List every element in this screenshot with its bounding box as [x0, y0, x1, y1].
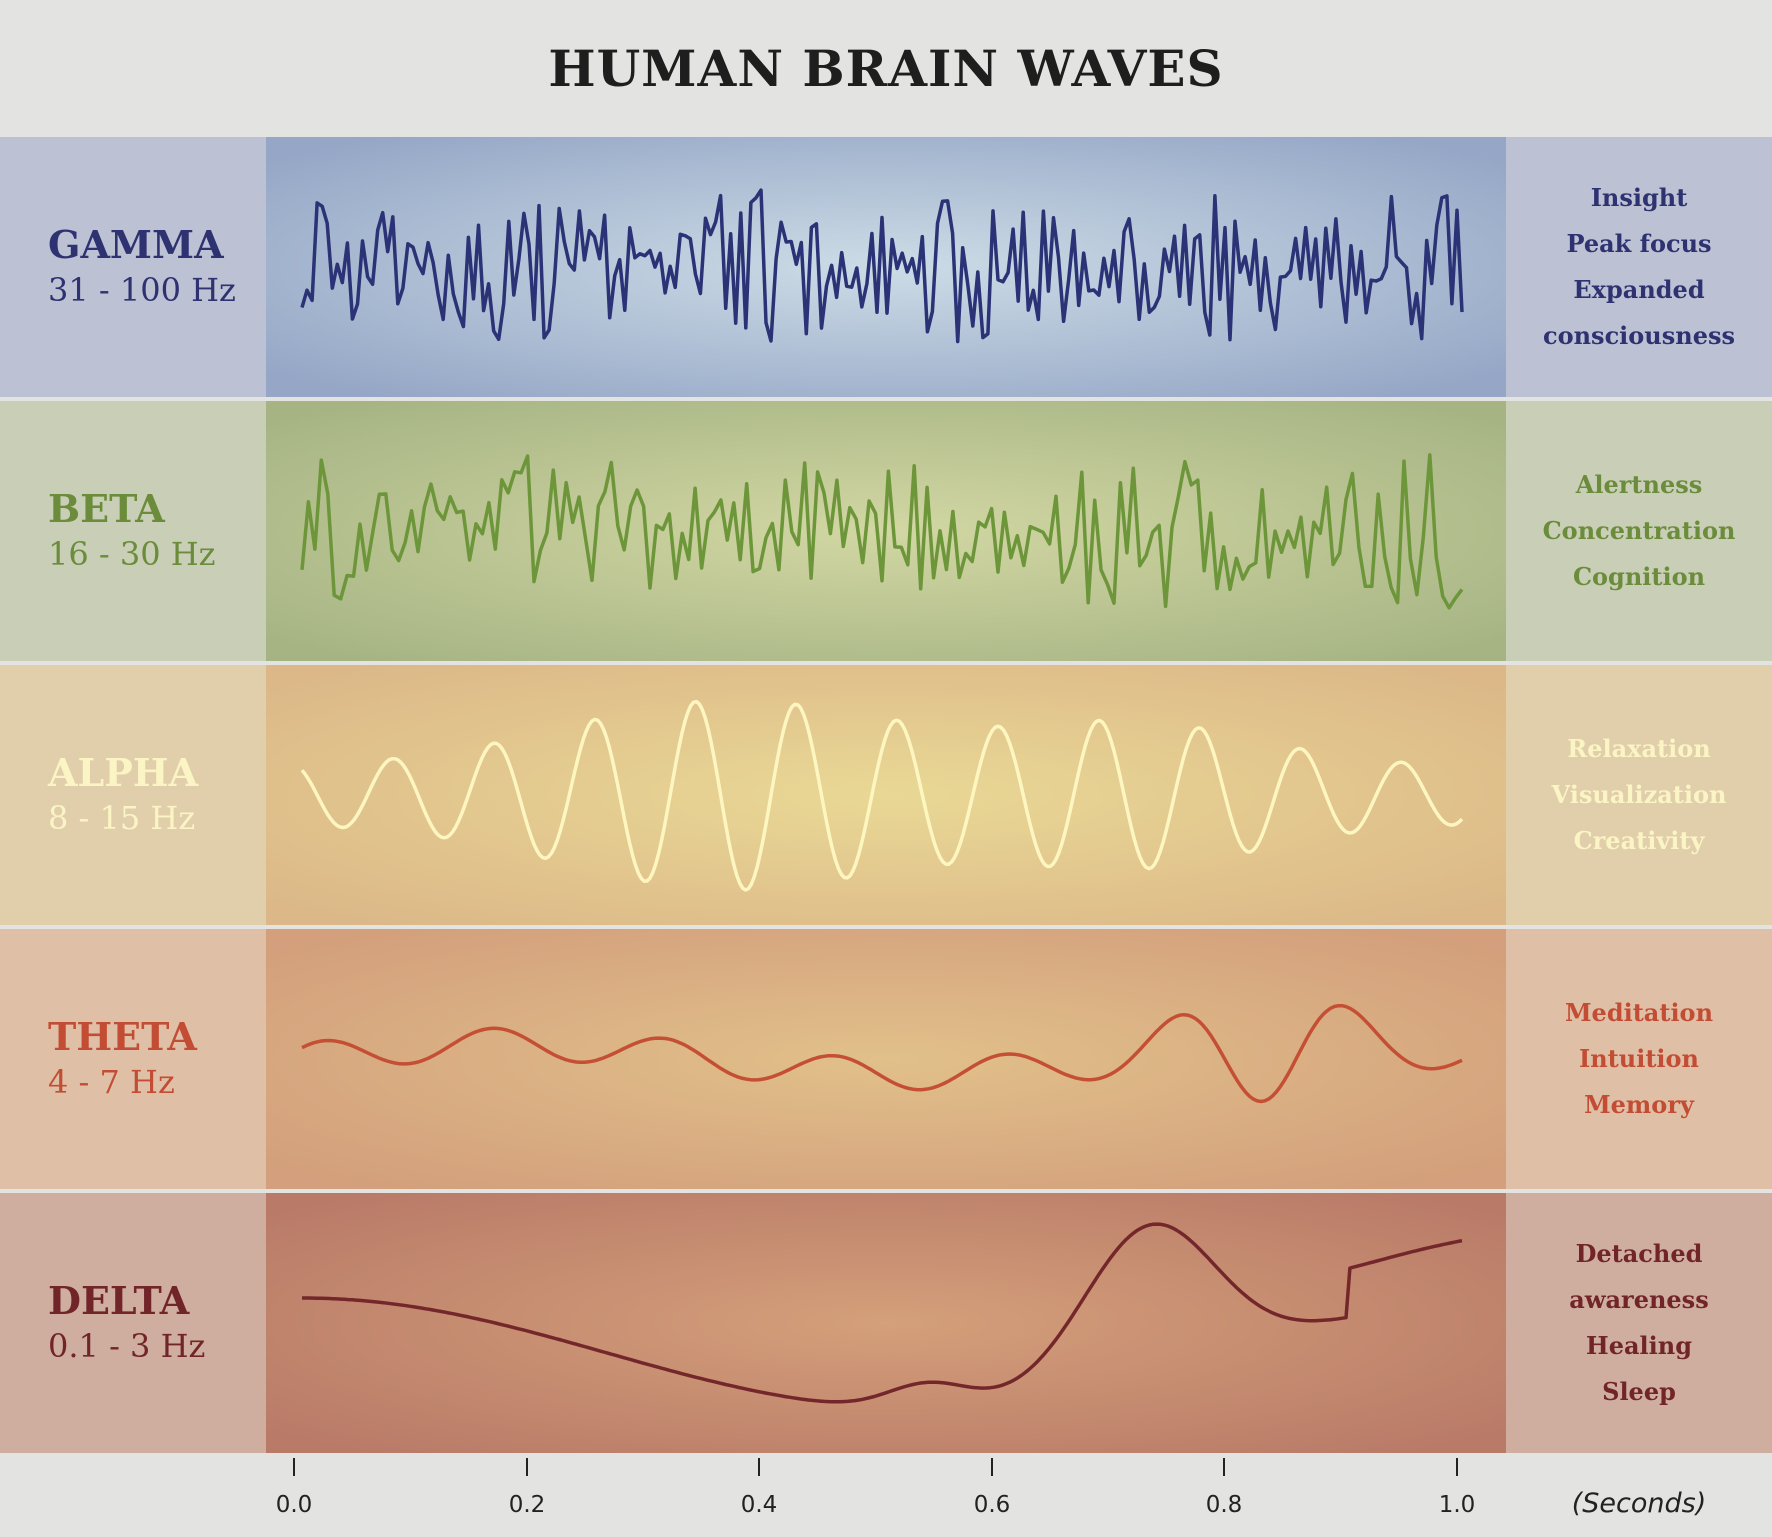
wave-line [301, 1003, 1463, 1104]
wave-line [300, 188, 1464, 344]
band-name: GAMMA [48, 222, 224, 267]
effect-text: Relaxation [1567, 734, 1711, 763]
wave-chart [266, 137, 1506, 397]
effect-text: Healing [1586, 1331, 1692, 1360]
axis-tick-label: 0.4 [740, 1492, 778, 1518]
band-frequency: 31 - 100 Hz [48, 271, 236, 309]
time-axis: 0.0 0.2 0.4 0.6 0.8 1.0 (Seconds) [0, 1454, 1772, 1537]
band-frequency: 8 - 15 Hz [48, 799, 196, 837]
band-alpha: ALPHA 8 - 15 Hz Relaxation Visualization… [0, 665, 1772, 925]
band-label-panel: BETA 16 - 30 Hz [0, 401, 266, 661]
wave-background [266, 665, 1506, 925]
band-effects: Detached awareness Healing Sleep [1506, 1193, 1772, 1453]
axis-tick [758, 1458, 760, 1476]
band-frequency: 4 - 7 Hz [48, 1063, 175, 1101]
axis-unit-label: (Seconds) [1571, 1488, 1707, 1519]
page-title: HUMAN BRAIN WAVES [548, 38, 1224, 98]
wave-chart [266, 929, 1506, 1189]
effect-text: Peak focus [1566, 229, 1712, 258]
wave-line [300, 699, 1464, 892]
band-beta: BETA 16 - 30 Hz Alertness Concentration … [0, 401, 1772, 661]
axis-tick [1456, 1458, 1458, 1476]
band-delta: DELTA 0.1 - 3 Hz Detached awareness Heal… [0, 1193, 1772, 1453]
axis-tick-label: 0.8 [1205, 1492, 1243, 1518]
band-name: BETA [48, 486, 165, 531]
band-label-panel: GAMMA 31 - 100 Hz [0, 137, 266, 397]
wave-panel [266, 401, 1506, 661]
axis-tick [526, 1458, 528, 1476]
band-name: ALPHA [48, 750, 199, 795]
wave-panel [266, 929, 1506, 1189]
effect-text: consciousness [1542, 321, 1736, 350]
band-effects: Alertness Concentration Cognition [1506, 401, 1772, 661]
effect-text: Alertness [1575, 470, 1703, 499]
band-effects: Meditation Intuition Memory [1506, 929, 1772, 1189]
effect-text: Detached [1575, 1239, 1703, 1268]
wave-background [266, 929, 1506, 1189]
effect-text: Insight [1590, 183, 1688, 212]
effect-text: Visualization [1551, 780, 1727, 809]
wave-chart [266, 1193, 1506, 1453]
band-effects: Insight Peak focus Expanded consciousnes… [1506, 137, 1772, 397]
axis-tick-label: 0.2 [508, 1492, 546, 1518]
axis-tick [1223, 1458, 1225, 1476]
band-theta: THETA 4 - 7 Hz Meditation Intuition Memo… [0, 929, 1772, 1189]
axis-tick [991, 1458, 993, 1476]
effect-text: awareness [1569, 1285, 1709, 1314]
band-label-panel: ALPHA 8 - 15 Hz [0, 665, 266, 925]
wave-line [300, 453, 1464, 610]
band-name: DELTA [48, 1278, 190, 1323]
band-frequency: 0.1 - 3 Hz [48, 1327, 206, 1365]
band-label-panel: DELTA 0.1 - 3 Hz [0, 1193, 266, 1453]
band-gamma: GAMMA 31 - 100 Hz Insight Peak focus Exp… [0, 137, 1772, 397]
effect-text: Creativity [1573, 826, 1705, 855]
effect-text: Cognition [1572, 562, 1706, 591]
wave-panel [266, 1193, 1506, 1453]
wave-chart [266, 665, 1506, 925]
band-effects: Relaxation Visualization Creativity [1506, 665, 1772, 925]
wave-panel [266, 665, 1506, 925]
effect-text: Intuition [1579, 1044, 1699, 1073]
wave-background [266, 1193, 1506, 1453]
effect-text: Meditation [1564, 998, 1714, 1027]
wave-chart [266, 401, 1506, 661]
wave-line [302, 1222, 1463, 1404]
axis-tick-label: 0.0 [275, 1492, 313, 1518]
axis-tick-label: 1.0 [1438, 1492, 1476, 1518]
effect-text: Memory [1584, 1090, 1694, 1119]
wave-panel [266, 137, 1506, 397]
band-frequency: 16 - 30 Hz [48, 535, 216, 573]
axis-tick-label: 0.6 [973, 1492, 1011, 1518]
effect-text: Sleep [1602, 1377, 1676, 1406]
band-label-panel: THETA 4 - 7 Hz [0, 929, 266, 1189]
band-name: THETA [48, 1014, 197, 1059]
axis-tick [293, 1458, 295, 1476]
effect-text: Concentration [1542, 516, 1736, 545]
effect-text: Expanded [1573, 275, 1705, 304]
